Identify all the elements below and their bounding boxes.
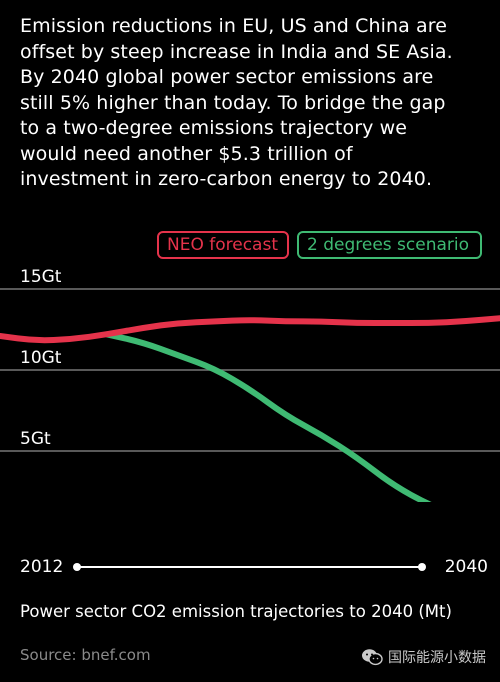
series-line-2-degrees-scenario	[104, 331, 432, 502]
headline: Emission reductions in EU, US and China …	[20, 15, 453, 190]
timeline: 2012 2040	[0, 555, 500, 585]
y-tick-label: 5Gt	[20, 429, 51, 449]
timeline-start-dot	[73, 563, 81, 571]
source-label: Source: bnef.com	[20, 646, 151, 664]
chart-caption: Power sector CO2 emission trajectories t…	[20, 602, 452, 621]
y-tick-label: 15Gt	[20, 267, 62, 287]
timeline-bar	[76, 566, 422, 568]
legend: NEO forecast 2 degrees scenario	[0, 231, 500, 263]
watermark-text: 国际能源小数据	[388, 650, 486, 666]
timeline-end-label: 2040	[444, 557, 488, 577]
timeline-start-label: 2012	[20, 557, 64, 577]
watermark: 国际能源小数据	[361, 646, 486, 668]
legend-item-2-degrees-scenario: 2 degrees scenario	[297, 231, 482, 259]
y-tick-label: 10Gt	[20, 348, 62, 368]
wechat-icon	[362, 649, 383, 666]
timeline-end-dot	[418, 563, 426, 571]
legend-item-neo-forecast: NEO forecast	[157, 231, 289, 259]
emissions-line-chart: 15Gt 10Gt 5Gt	[0, 267, 500, 502]
series-line-neo-forecast	[0, 315, 500, 344]
